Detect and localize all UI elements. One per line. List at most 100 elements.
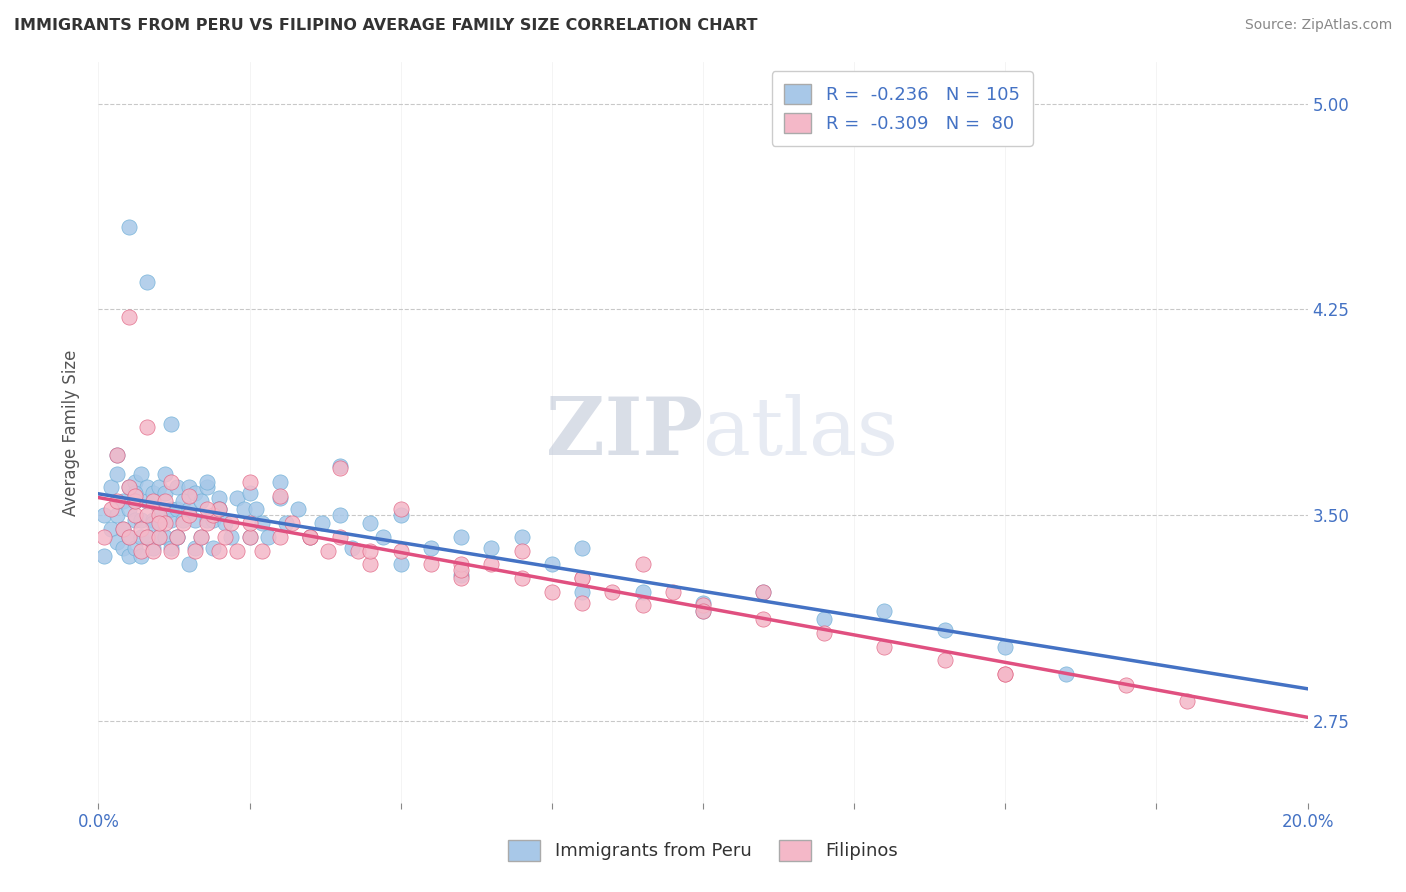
Point xyxy=(571,541,593,555)
Point xyxy=(571,571,593,585)
Point xyxy=(571,596,593,610)
Point xyxy=(160,513,183,527)
Point xyxy=(1115,678,1137,692)
Point xyxy=(160,541,183,555)
Point xyxy=(118,502,141,516)
Point xyxy=(195,475,218,489)
Point xyxy=(389,558,412,572)
Point xyxy=(250,543,273,558)
Point xyxy=(208,543,231,558)
Point xyxy=(226,491,249,506)
Point xyxy=(129,467,152,481)
Point xyxy=(232,502,254,516)
Point xyxy=(226,543,249,558)
Point xyxy=(148,516,170,530)
Point xyxy=(105,508,128,522)
Point xyxy=(269,489,291,503)
Point xyxy=(571,584,593,599)
Point xyxy=(124,475,146,489)
Point xyxy=(299,530,322,544)
Text: Source: ZipAtlas.com: Source: ZipAtlas.com xyxy=(1244,18,1392,32)
Point xyxy=(124,494,146,508)
Point xyxy=(148,508,170,522)
Point xyxy=(111,522,134,536)
Point xyxy=(329,461,352,475)
Point xyxy=(190,494,212,508)
Point xyxy=(135,480,157,494)
Point xyxy=(93,549,115,563)
Point xyxy=(148,530,170,544)
Point xyxy=(208,502,231,516)
Point xyxy=(631,558,654,572)
Point xyxy=(208,502,231,516)
Point xyxy=(124,486,146,500)
Point xyxy=(481,541,503,555)
Point xyxy=(118,549,141,563)
Point xyxy=(692,604,714,618)
Point xyxy=(360,516,382,530)
Point xyxy=(166,480,188,494)
Point xyxy=(571,571,593,585)
Point xyxy=(135,275,157,289)
Point xyxy=(994,640,1017,654)
Point xyxy=(124,541,146,555)
Text: ZIP: ZIP xyxy=(546,393,703,472)
Point xyxy=(540,558,562,572)
Point xyxy=(142,516,165,530)
Point xyxy=(873,604,896,618)
Point xyxy=(166,530,188,544)
Point xyxy=(274,516,297,530)
Point xyxy=(184,486,207,500)
Point xyxy=(329,458,352,473)
Point xyxy=(813,625,835,640)
Point xyxy=(179,489,201,503)
Point xyxy=(873,640,896,654)
Point xyxy=(510,543,533,558)
Point xyxy=(124,494,146,508)
Point xyxy=(166,530,188,544)
Point xyxy=(420,558,443,572)
Point xyxy=(1175,694,1198,708)
Point xyxy=(129,543,152,558)
Point xyxy=(245,502,267,516)
Point xyxy=(202,508,225,522)
Point xyxy=(510,530,533,544)
Legend: Immigrants from Peru, Filipinos: Immigrants from Peru, Filipinos xyxy=(501,832,905,868)
Point xyxy=(135,530,157,544)
Point xyxy=(142,494,165,508)
Point xyxy=(329,530,352,544)
Point xyxy=(692,604,714,618)
Text: atlas: atlas xyxy=(703,393,898,472)
Point xyxy=(752,612,775,626)
Point xyxy=(202,513,225,527)
Point xyxy=(239,516,262,530)
Point xyxy=(153,530,176,544)
Point xyxy=(105,448,128,462)
Point xyxy=(105,535,128,549)
Point xyxy=(135,508,157,522)
Point xyxy=(179,558,201,572)
Point xyxy=(994,667,1017,681)
Point xyxy=(153,516,176,530)
Point xyxy=(481,558,503,572)
Point xyxy=(118,530,141,544)
Point xyxy=(329,508,352,522)
Point xyxy=(316,543,339,558)
Point xyxy=(105,467,128,481)
Point xyxy=(142,513,165,527)
Text: IMMIGRANTS FROM PERU VS FILIPINO AVERAGE FAMILY SIZE CORRELATION CHART: IMMIGRANTS FROM PERU VS FILIPINO AVERAGE… xyxy=(14,18,758,33)
Point xyxy=(166,502,188,516)
Point xyxy=(195,513,218,527)
Point xyxy=(124,489,146,503)
Point xyxy=(239,530,262,544)
Point xyxy=(135,420,157,434)
Point xyxy=(299,530,322,544)
Point xyxy=(111,541,134,555)
Point xyxy=(420,541,443,555)
Point xyxy=(269,491,291,506)
Point xyxy=(287,502,309,516)
Point xyxy=(129,513,152,527)
Point xyxy=(135,494,157,508)
Point xyxy=(148,530,170,544)
Point xyxy=(934,653,956,667)
